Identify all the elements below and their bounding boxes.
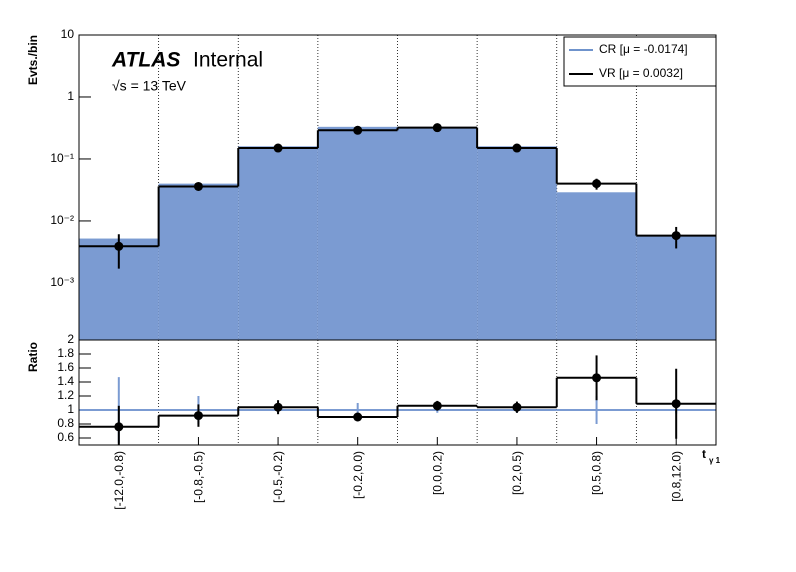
x-axis-label-sub: γ 1	[709, 456, 721, 465]
ratio-axis-label: Ratio	[26, 342, 40, 372]
data-point	[592, 373, 602, 383]
y-tick-label: 0.6	[57, 430, 74, 444]
x-tick-label: [0.2,0.5)	[510, 451, 524, 495]
y-tick-label: 10⁻¹	[50, 151, 74, 165]
data-point	[671, 231, 681, 241]
bar	[158, 183, 239, 340]
brand: ATLAS	[111, 49, 180, 72]
x-tick-label: [-12.0,-0.8)	[112, 451, 126, 510]
x-tick-label: [-0.2,0.0)	[351, 451, 365, 499]
frame-bottom	[78, 339, 717, 446]
status: Internal	[193, 49, 263, 72]
y-tick-label: 10⁻³	[50, 275, 74, 289]
bar	[477, 146, 557, 340]
x-tick-label: [-0.5,-0.2)	[271, 451, 285, 503]
bar	[556, 192, 637, 340]
x-axis-label: t	[702, 447, 706, 461]
y-tick-label: 10	[61, 27, 75, 41]
bar	[238, 146, 318, 340]
data-point	[592, 179, 602, 189]
series-group	[79, 123, 716, 340]
y-tick-label: 1	[67, 89, 74, 103]
data-point	[193, 181, 203, 191]
data-point	[353, 125, 363, 135]
legend-label: CR [μ = -0.0174]	[599, 42, 688, 56]
x-tick-label: [0.5,0.8)	[590, 451, 604, 495]
x-tick-label: [0.0,0.2)	[430, 451, 444, 495]
energy: √s = 13 TeV	[112, 78, 187, 94]
data-point	[512, 143, 522, 153]
legend-label: VR [μ = 0.0032]	[599, 66, 683, 80]
y-tick-label: 0.8	[57, 416, 74, 430]
bar	[397, 126, 478, 340]
y-tick-label: 1.4	[57, 374, 74, 388]
bar	[317, 126, 398, 340]
x-tick-label: [-0.8,-0.5)	[192, 451, 206, 503]
y-tick-label: 2	[67, 332, 74, 346]
data-point	[193, 411, 203, 421]
data-point	[353, 412, 363, 422]
data-point	[432, 123, 442, 133]
data-point	[671, 399, 681, 409]
x-tick-label: [0.8,12.0)	[669, 451, 683, 502]
y-tick-label: 1.8	[57, 346, 74, 360]
data-point	[432, 401, 442, 411]
y-tick-label: 10⁻²	[50, 213, 74, 227]
y-tick-label: 1.2	[57, 388, 74, 402]
plot-layer: 10⁻³10⁻²10⁻¹1100.60.811.21.41.61.82[-12.…	[50, 27, 717, 510]
y-tick-label: 1	[67, 402, 74, 416]
bar	[636, 235, 716, 340]
data-point	[114, 422, 124, 432]
data-point	[114, 241, 124, 251]
data-point	[512, 402, 522, 412]
data-point	[273, 143, 283, 153]
y-axis-label: Evts./bin	[26, 35, 40, 85]
legend-box	[563, 36, 717, 87]
y-tick-label: 1.6	[57, 360, 74, 374]
data-point	[273, 402, 283, 412]
series-group	[79, 355, 716, 445]
